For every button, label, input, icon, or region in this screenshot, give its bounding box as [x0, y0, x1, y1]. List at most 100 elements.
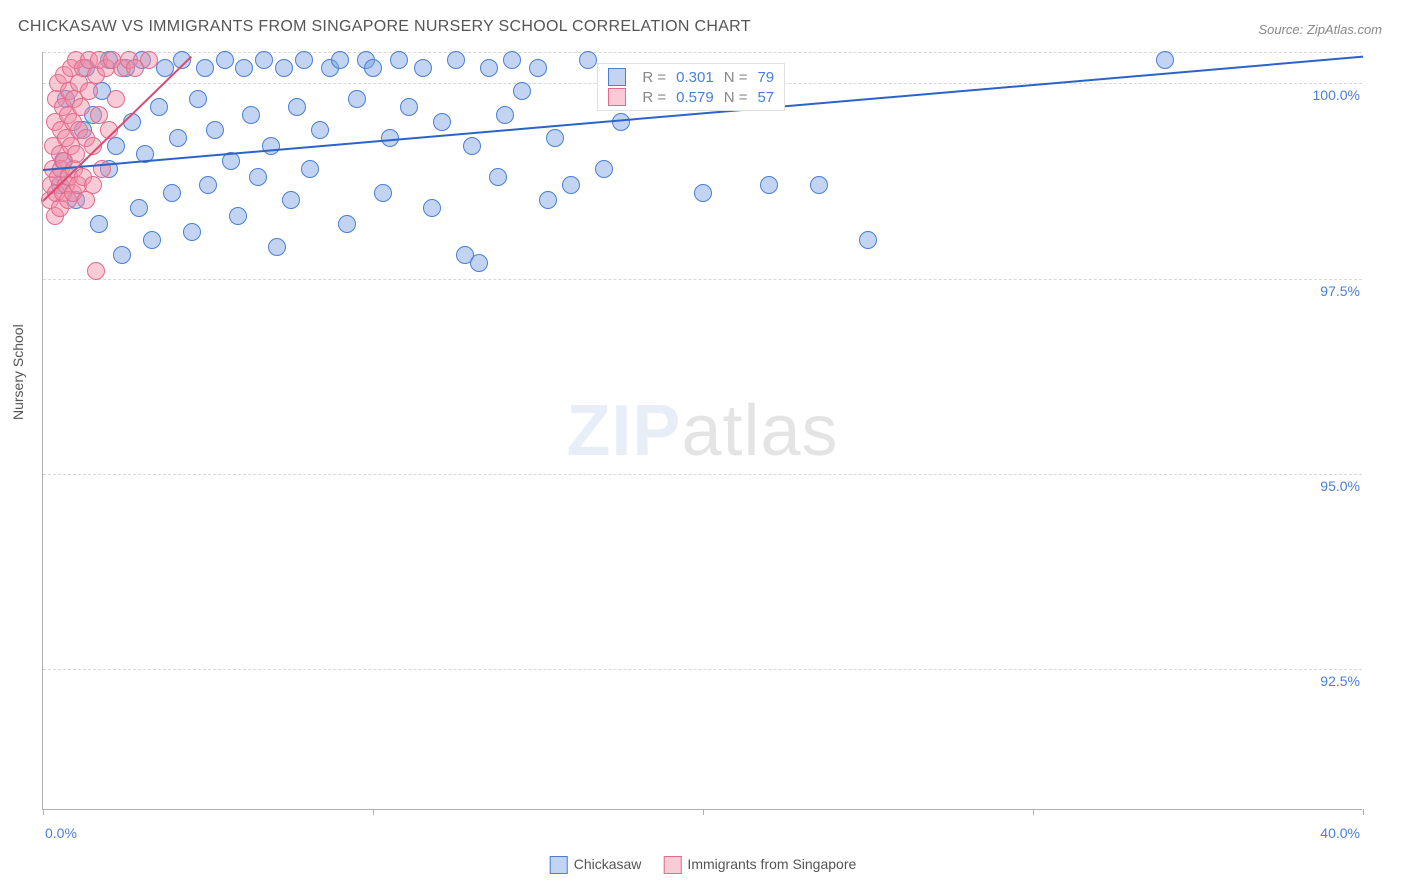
scatter-plot: ZIPatlas 92.5%95.0%97.5%100.0%0.0%40.0%R… [42, 52, 1362, 810]
point-singapore [107, 90, 125, 108]
legend: Chickasaw Immigrants from Singapore [550, 856, 857, 874]
point-chickasaw [423, 199, 441, 217]
watermark-rest: atlas [681, 391, 838, 471]
point-chickasaw [546, 129, 564, 147]
point-chickasaw [189, 90, 207, 108]
point-chickasaw [338, 215, 356, 233]
point-singapore [87, 262, 105, 280]
stats-box: R =0.301N =79R =0.579N =57 [597, 63, 785, 111]
point-chickasaw [242, 106, 260, 124]
point-chickasaw [113, 246, 131, 264]
point-chickasaw [268, 238, 286, 256]
chart-title: CHICKASAW VS IMMIGRANTS FROM SINGAPORE N… [18, 18, 751, 36]
point-chickasaw [433, 113, 451, 131]
point-singapore [72, 98, 90, 116]
stats-swatch [608, 88, 626, 106]
point-chickasaw [196, 59, 214, 77]
point-chickasaw [374, 184, 392, 202]
stats-r-val: 0.301 [676, 69, 714, 86]
point-chickasaw [480, 59, 498, 77]
point-chickasaw [183, 223, 201, 241]
point-chickasaw [463, 137, 481, 155]
legend-label: Chickasaw [574, 856, 642, 872]
stats-r-eq: R = [642, 89, 666, 106]
point-chickasaw [249, 168, 267, 186]
point-chickasaw [390, 51, 408, 69]
stats-r-eq: R = [642, 69, 666, 86]
point-chickasaw [143, 231, 161, 249]
gridline-h [43, 474, 1362, 475]
point-chickasaw [470, 254, 488, 272]
stats-n-val: 79 [757, 69, 774, 86]
point-chickasaw [612, 113, 630, 131]
x-tick-label: 40.0% [1320, 825, 1360, 841]
point-chickasaw [513, 82, 531, 100]
point-singapore [140, 51, 158, 69]
x-tick [373, 809, 374, 815]
point-singapore [84, 176, 102, 194]
y-axis-label: Nursery School [10, 324, 26, 420]
x-tick [1363, 809, 1364, 815]
legend-swatch [550, 856, 568, 874]
legend-item-chickasaw: Chickasaw [550, 856, 642, 874]
point-chickasaw [262, 137, 280, 155]
watermark-bold: ZIP [566, 391, 681, 471]
stats-r-val: 0.579 [676, 89, 714, 106]
point-chickasaw [496, 106, 514, 124]
point-singapore [77, 191, 95, 209]
source-label: Source: ZipAtlas.com [1258, 22, 1382, 37]
x-tick-label: 0.0% [45, 825, 77, 841]
point-chickasaw [539, 191, 557, 209]
point-chickasaw [90, 215, 108, 233]
x-tick [1033, 809, 1034, 815]
stats-swatch [608, 68, 626, 86]
point-chickasaw [400, 98, 418, 116]
legend-label: Immigrants from Singapore [687, 856, 856, 872]
gridline-h [43, 669, 1362, 670]
point-chickasaw [1156, 51, 1174, 69]
legend-item-singapore: Immigrants from Singapore [663, 856, 856, 874]
point-singapore [80, 82, 98, 100]
point-chickasaw [275, 59, 293, 77]
stats-n-eq: N = [724, 69, 748, 86]
point-chickasaw [311, 121, 329, 139]
gridline-h [43, 279, 1362, 280]
point-chickasaw [206, 121, 224, 139]
point-chickasaw [229, 207, 247, 225]
point-chickasaw [562, 176, 580, 194]
y-tick-label: 92.5% [1320, 673, 1364, 689]
point-chickasaw [859, 231, 877, 249]
point-chickasaw [364, 59, 382, 77]
stats-row: R = 0.301 N = 79 [608, 68, 774, 86]
point-chickasaw [348, 90, 366, 108]
point-chickasaw [529, 59, 547, 77]
point-chickasaw [130, 199, 148, 217]
point-chickasaw [123, 113, 141, 131]
y-tick-label: 95.0% [1320, 478, 1364, 494]
watermark: ZIPatlas [566, 390, 838, 472]
point-chickasaw [447, 51, 465, 69]
stats-n-val: 57 [757, 89, 774, 106]
point-chickasaw [760, 176, 778, 194]
point-chickasaw [150, 98, 168, 116]
point-chickasaw [489, 168, 507, 186]
point-chickasaw [579, 51, 597, 69]
point-chickasaw [810, 176, 828, 194]
point-chickasaw [163, 184, 181, 202]
point-chickasaw [295, 51, 313, 69]
point-chickasaw [199, 176, 217, 194]
stats-row: R =0.579N =57 [608, 88, 774, 106]
x-tick [43, 809, 44, 815]
y-tick-label: 100.0% [1313, 87, 1364, 103]
x-tick [703, 809, 704, 815]
point-chickasaw [288, 98, 306, 116]
legend-swatch [663, 856, 681, 874]
y-tick-label: 97.5% [1320, 283, 1364, 299]
point-chickasaw [107, 137, 125, 155]
point-chickasaw [169, 129, 187, 147]
point-chickasaw [595, 160, 613, 178]
point-chickasaw [216, 51, 234, 69]
point-chickasaw [282, 191, 300, 209]
point-chickasaw [235, 59, 253, 77]
point-chickasaw [503, 51, 521, 69]
